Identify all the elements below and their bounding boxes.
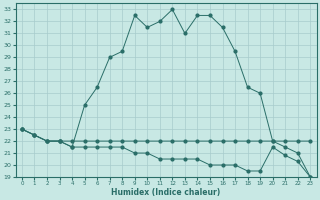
X-axis label: Humidex (Indice chaleur): Humidex (Indice chaleur)	[111, 188, 221, 197]
